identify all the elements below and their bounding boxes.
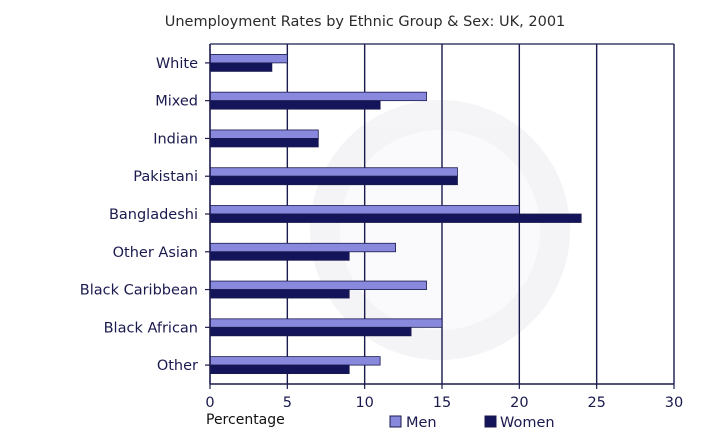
category-label: Mixed [155, 94, 198, 110]
x-tick-label: 25 [587, 395, 605, 411]
bar-men-mixed [209, 91, 427, 102]
chart-title: Unemployment Rates by Ethnic Group & Sex… [165, 14, 566, 30]
bar-women-indian [209, 138, 319, 148]
bar-women-other-asian [209, 251, 350, 261]
bar-men-other [209, 356, 381, 366]
legend-swatch-women [484, 415, 497, 428]
x-tick-label: 30 [665, 395, 683, 411]
category-labels: White Mixed Indian Pakistani Bangladeshi Othe… [80, 56, 198, 374]
legend-label-women: Women [500, 415, 555, 431]
x-tick-label: 20 [510, 395, 528, 411]
x-tick-label: 5 [283, 395, 292, 411]
x-tick-label: 0 [205, 395, 214, 411]
bar-women-bangladeshi [209, 213, 582, 223]
bar-women-white [209, 62, 273, 72]
bar-women-black-african [209, 326, 412, 337]
bar-men-black-caribbean [209, 280, 427, 290]
category-label: Other [157, 358, 198, 374]
bar-men-white [209, 53, 288, 64]
bar-men-pakistani [209, 167, 458, 177]
category-label: Bangladeshi [109, 207, 198, 223]
bar-women-pakistani [209, 175, 458, 186]
legend: Men Women [389, 415, 555, 431]
bar-women-black-caribbean [209, 289, 350, 299]
bar-men-indian [209, 129, 319, 139]
axes [205, 43, 675, 389]
category-label: White [156, 56, 198, 72]
bar-women-other [209, 364, 350, 375]
x-axis-title: Percentage [206, 412, 285, 428]
category-label: Black Caribbean [80, 283, 198, 299]
bars [209, 53, 582, 375]
category-label: Other Asian [113, 245, 198, 261]
x-tick-label: 15 [433, 395, 451, 411]
x-tick-label: 10 [355, 395, 373, 411]
bar-men-bangladeshi [209, 205, 520, 215]
bar-men-black-african [209, 318, 443, 328]
category-label: Indian [153, 131, 198, 147]
category-label: Black African [104, 320, 198, 336]
legend-swatch-men [389, 415, 402, 428]
x-tick-labels: 0 5 10 15 20 25 30 [205, 395, 683, 411]
bar-men-other-asian [209, 242, 397, 253]
category-label: Pakistani [133, 169, 198, 185]
legend-label-men: Men [406, 415, 437, 431]
bar-women-mixed [209, 100, 381, 110]
